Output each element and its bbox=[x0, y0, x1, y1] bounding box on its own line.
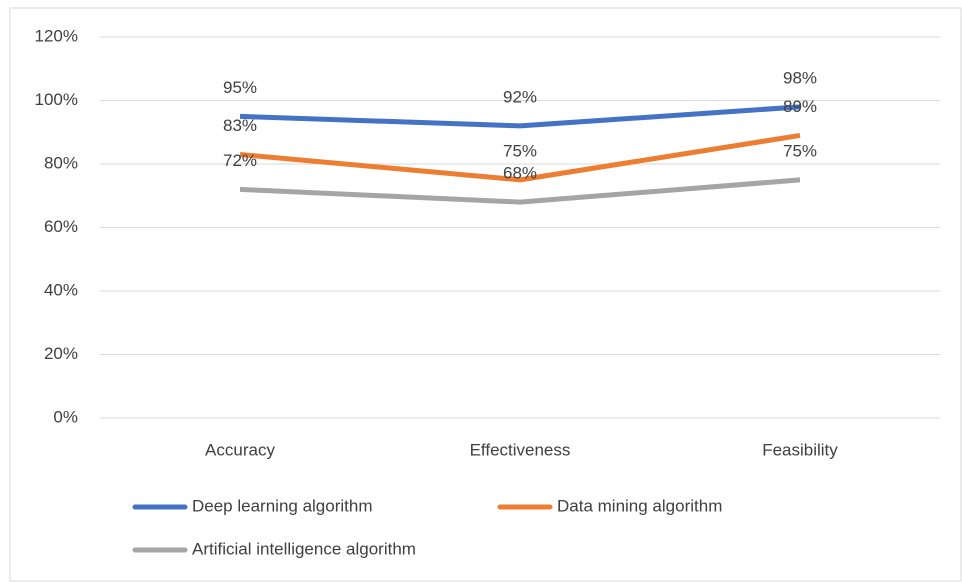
legend-label: Artificial intelligence algorithm bbox=[192, 539, 416, 558]
data-label: 75% bbox=[503, 141, 537, 160]
y-tick-label: 40% bbox=[44, 280, 78, 299]
data-label: 72% bbox=[223, 151, 257, 170]
data-label: 89% bbox=[783, 97, 817, 116]
y-tick-label: 0% bbox=[53, 407, 78, 426]
legend-label: Data mining algorithm bbox=[557, 496, 722, 515]
y-tick-label: 100% bbox=[35, 90, 78, 109]
legend-label: Deep learning algorithm bbox=[192, 496, 373, 515]
series-line bbox=[239, 132, 801, 183]
y-tick-label: 20% bbox=[44, 344, 78, 363]
data-label: 95% bbox=[223, 78, 257, 97]
data-label: 98% bbox=[783, 68, 817, 87]
data-label: 92% bbox=[503, 87, 537, 106]
y-tick-label: 80% bbox=[44, 153, 78, 172]
chart-border bbox=[9, 7, 962, 582]
x-tick-label: Effectiveness bbox=[470, 440, 571, 459]
series-line bbox=[239, 177, 801, 205]
y-tick-label: 60% bbox=[44, 217, 78, 236]
x-tick-label: Accuracy bbox=[205, 440, 275, 459]
series-line bbox=[239, 104, 801, 129]
data-label: 83% bbox=[223, 116, 257, 135]
data-label: 68% bbox=[503, 164, 537, 183]
y-tick-label: 120% bbox=[35, 26, 78, 45]
data-label: 75% bbox=[783, 141, 817, 160]
x-tick-label: Feasibility bbox=[762, 440, 838, 459]
